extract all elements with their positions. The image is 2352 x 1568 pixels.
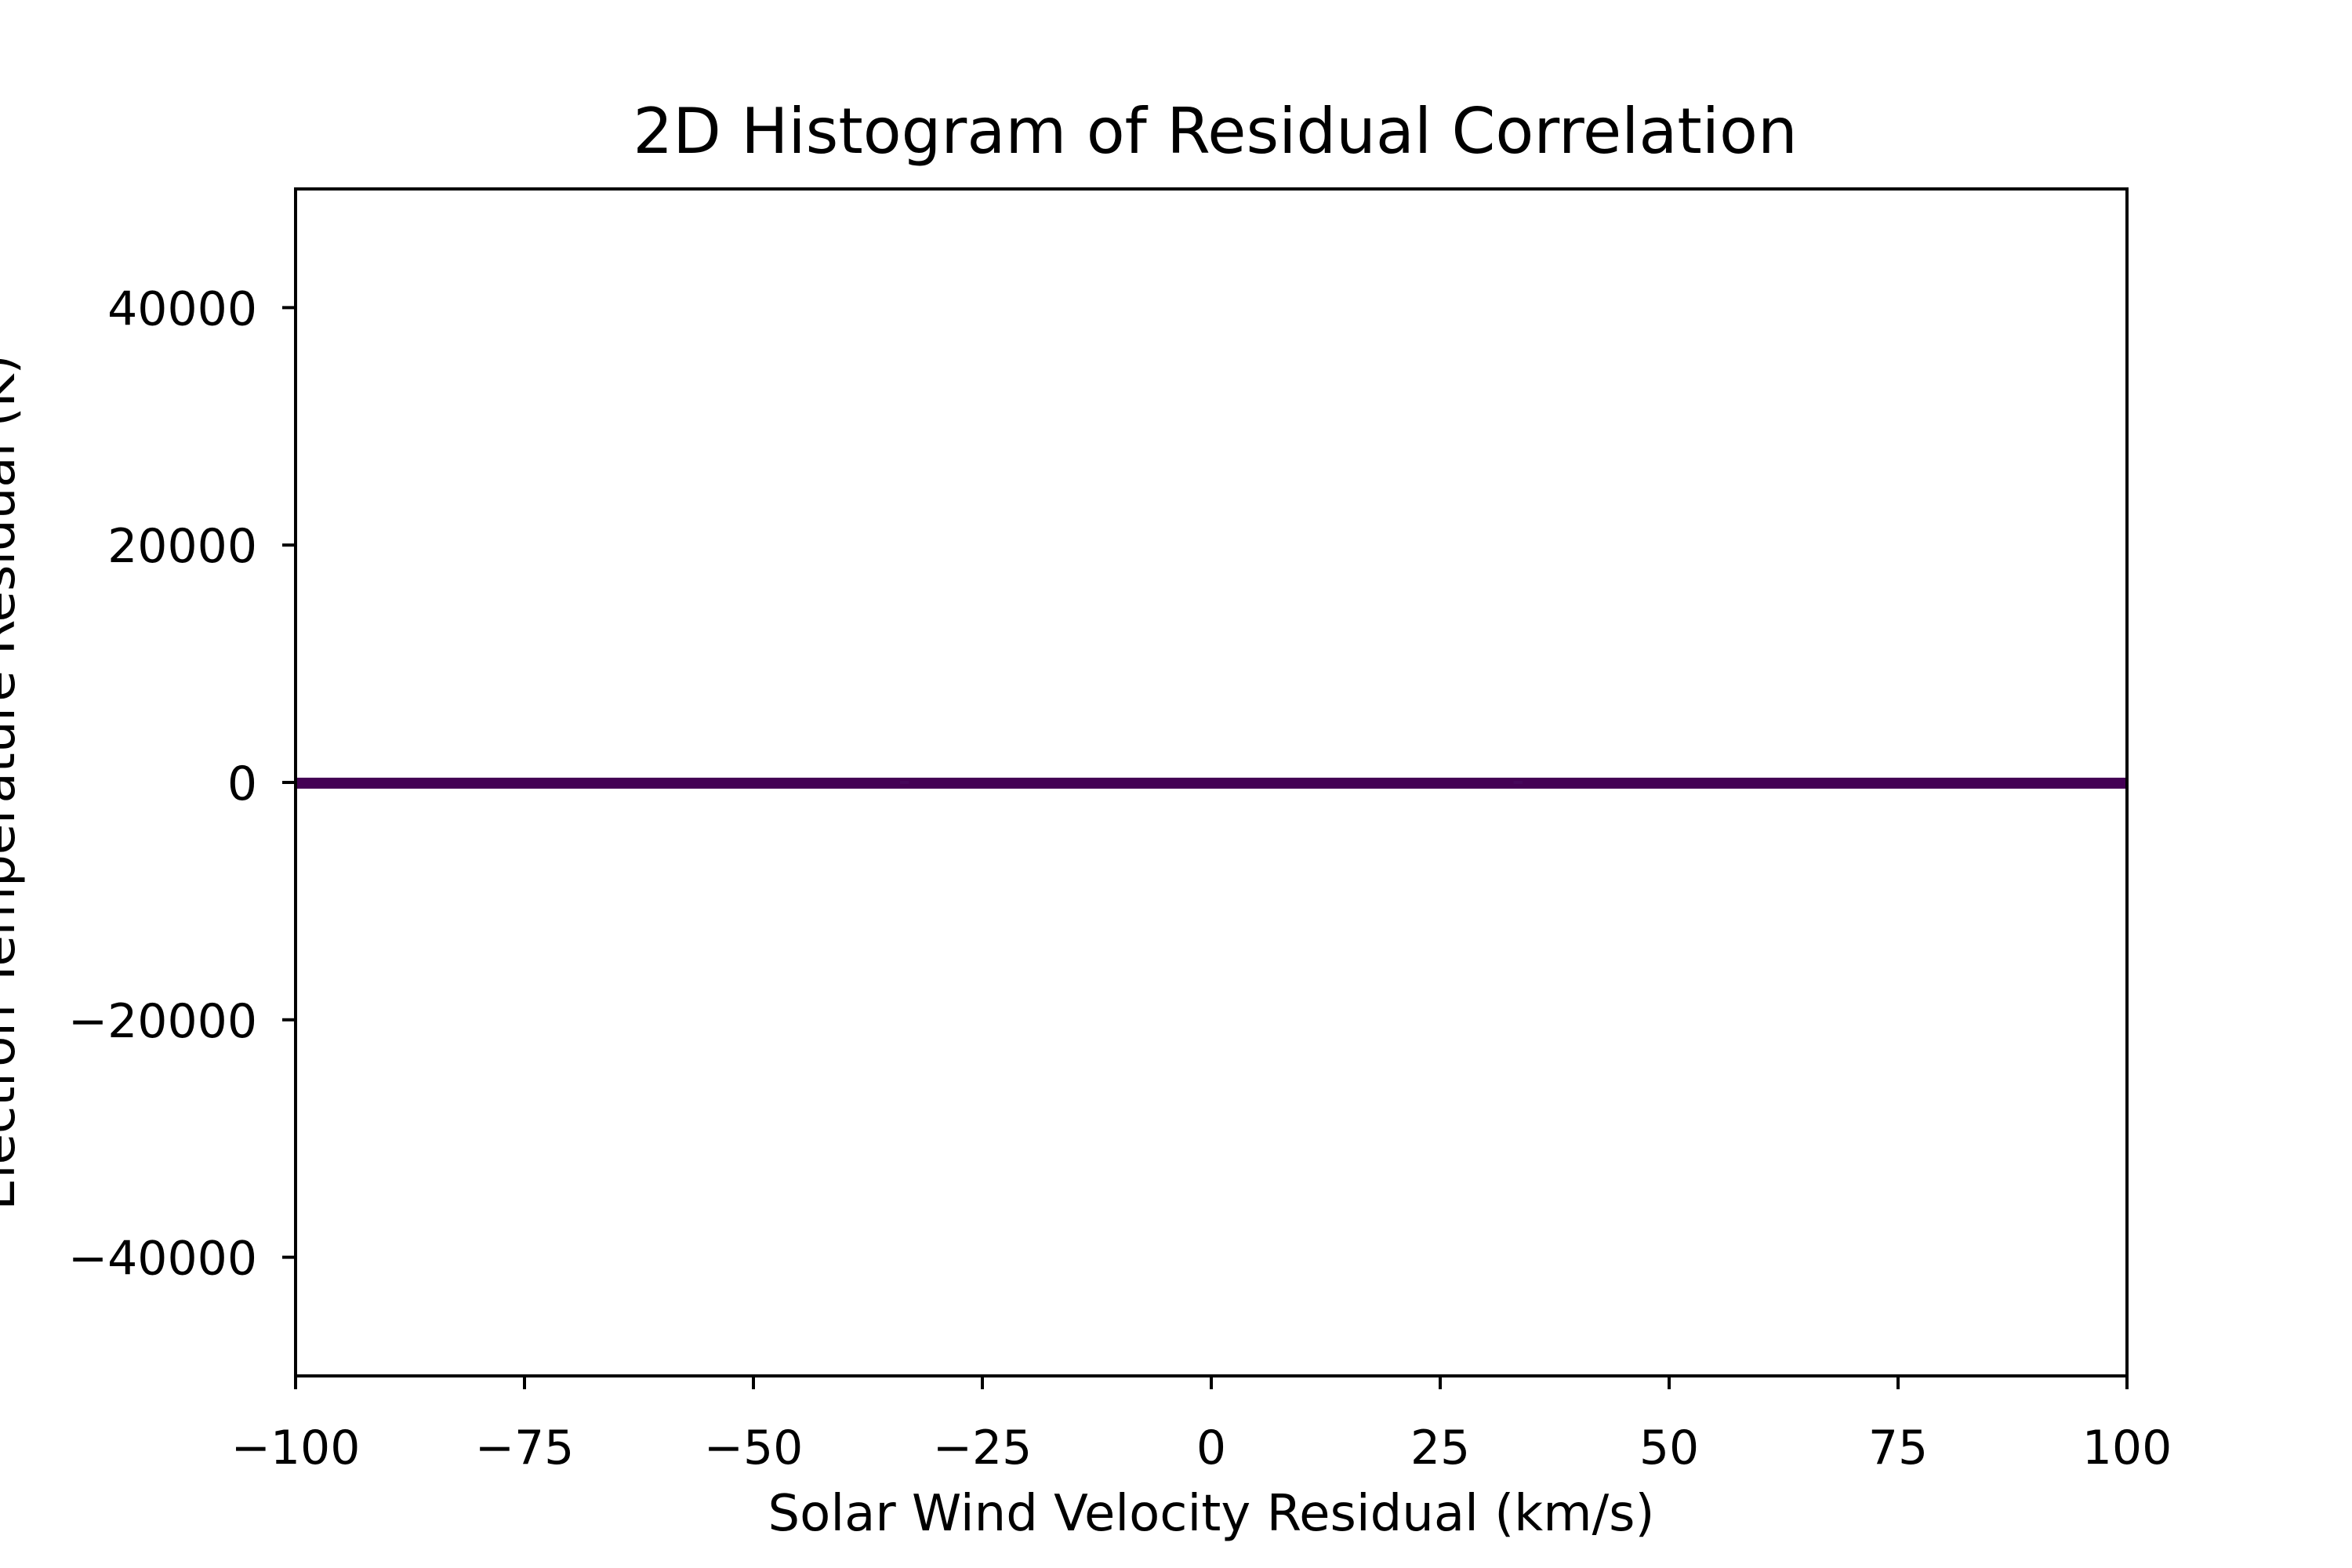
x-tick-label: −25 — [933, 1421, 1033, 1475]
x-tick-label: 25 — [1410, 1421, 1470, 1475]
x-axis: −100 −75 −50 −25 0 25 50 75 100 — [231, 1376, 2172, 1475]
y-tick-label: −20000 — [68, 994, 257, 1049]
x-tick-label: −100 — [231, 1421, 361, 1475]
y-tick-label: −40000 — [68, 1232, 257, 1287]
histogram-cell-0 — [899, 780, 909, 784]
y-axis: −40000 −20000 0 20000 40000 — [68, 281, 296, 1287]
y-tick-label: 0 — [227, 757, 257, 811]
x-tick-label: 75 — [1868, 1421, 1928, 1475]
chart-title: 2D Histogram of Residual Correlation — [633, 95, 1797, 168]
x-tick-label: 0 — [1196, 1421, 1226, 1475]
y-tick-label: 20000 — [107, 519, 257, 574]
histogram-cell-1 — [1513, 780, 1523, 784]
histogram-band — [296, 777, 2127, 789]
y-axis-title: Electron Temperature Residual (K) — [0, 354, 27, 1210]
x-tick-label: 100 — [2082, 1421, 2172, 1475]
x-tick-label: 50 — [1639, 1421, 1699, 1475]
heatmap-cells — [296, 777, 2127, 789]
x-tick-label: −75 — [475, 1421, 575, 1475]
x-axis-title: Solar Wind Velocity Residual (km/s) — [768, 1485, 1655, 1543]
x-tick-label: −50 — [704, 1421, 804, 1475]
y-tick-label: 40000 — [107, 281, 257, 336]
